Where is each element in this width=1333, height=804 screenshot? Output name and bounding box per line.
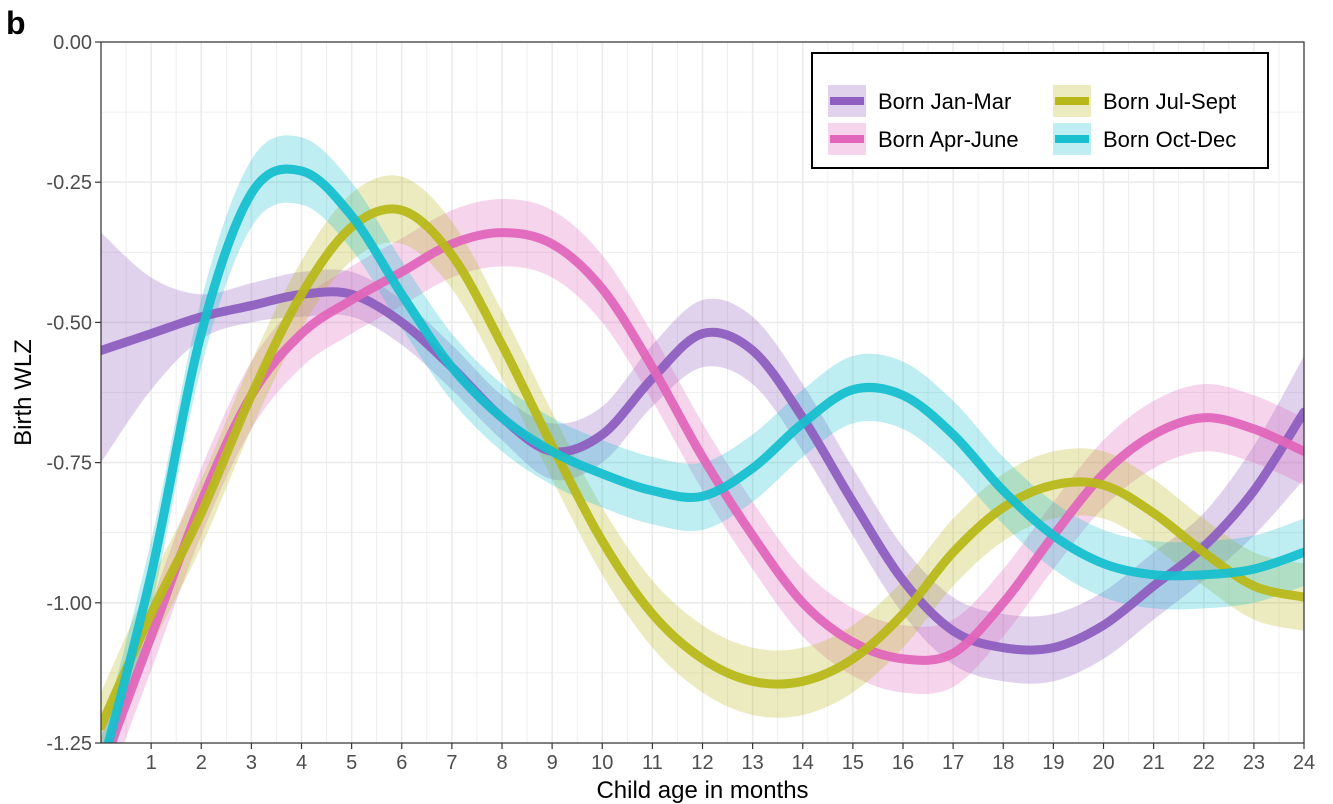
x-tick-label: 2	[196, 752, 207, 774]
series-lines	[101, 164, 1304, 743]
x-tick-label: 3	[246, 752, 257, 774]
x-axis-title: Child age in months	[596, 777, 808, 804]
x-tick-label: 10	[591, 752, 613, 774]
series-line-3	[103, 164, 1304, 743]
x-tick-label: 17	[942, 752, 964, 774]
x-tick-label: 11	[642, 752, 663, 774]
x-tick-label: 24	[1293, 752, 1315, 774]
legend-label: Born Jan-Mar	[878, 89, 1011, 114]
y-tick-label: -1.00	[46, 593, 92, 615]
x-tick-label: 8	[496, 752, 507, 774]
y-tick-label: 0.00	[53, 32, 92, 54]
x-tick-label: 21	[1143, 752, 1165, 774]
x-tick-label: 9	[547, 752, 558, 774]
x-tick-label: 4	[296, 752, 307, 774]
x-tick-label: 23	[1243, 752, 1265, 774]
series-line-0	[101, 287, 1304, 655]
x-tick-label: 6	[396, 752, 407, 774]
x-tick-label: 12	[691, 752, 713, 774]
x-tick-label: 20	[1092, 752, 1114, 774]
x-tick-label: 13	[742, 752, 764, 774]
y-tick-label: -0.25	[46, 172, 92, 194]
x-tick-label: 16	[892, 752, 914, 774]
x-tick-label: 14	[792, 752, 814, 774]
x-tick-label: 1	[146, 752, 157, 774]
x-tick-label: 22	[1193, 752, 1215, 774]
x-tick-label: 19	[1042, 752, 1064, 774]
y-tick-label: -0.75	[46, 453, 92, 475]
grid-layer	[100, 41, 1305, 744]
x-tick-label: 18	[992, 752, 1014, 774]
x-tick-label: 7	[446, 752, 457, 774]
confidence-band-2	[101, 175, 1304, 743]
legend-box	[811, 52, 1269, 169]
x-tick-label: 5	[346, 752, 357, 774]
y-tick-label: -1.25	[46, 733, 92, 755]
legend: Born Jan-Mar Born Jul-Sept Born Apr-June Bo…	[811, 52, 1269, 169]
y-tick-label: -0.50	[46, 312, 92, 334]
legend-label: Born Jul-Sept	[1103, 89, 1236, 114]
legend-label: Born Oct-Dec	[1103, 127, 1236, 152]
legend-label: Born Apr-June	[878, 127, 1019, 152]
panel-label: b	[6, 5, 26, 41]
x-tick-label: 15	[842, 752, 864, 774]
series-line-2	[101, 204, 1304, 731]
confidence-band-0	[101, 232, 1304, 684]
y-axis-title: Birth WLZ	[10, 339, 37, 446]
axes: 1 2 3 4 5 6 7 8 9 10 11 12 13 14 15 16 17 18 19 20 21 22 23 240…	[46, 32, 1315, 774]
